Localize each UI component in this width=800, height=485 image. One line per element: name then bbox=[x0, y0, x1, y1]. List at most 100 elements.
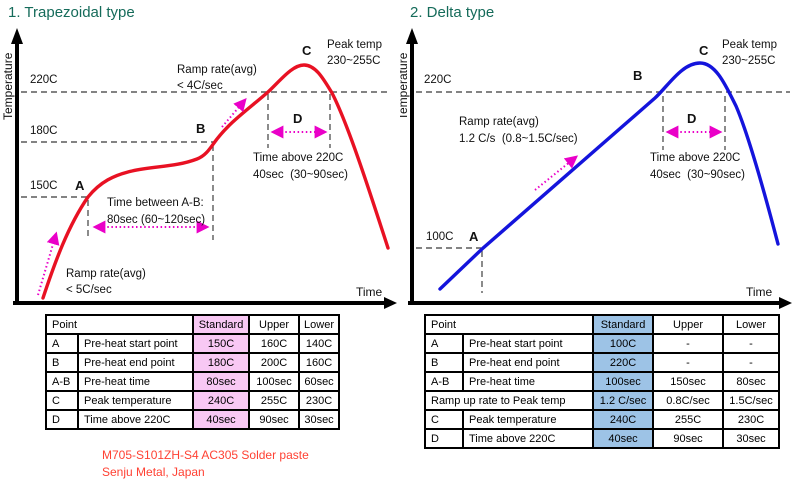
point-b-label: B bbox=[633, 68, 642, 83]
solder-paste-note: M705-S101ZH-S4 AC305 Solder paste Senju … bbox=[102, 447, 309, 481]
row-standard: 80sec bbox=[192, 371, 251, 392]
y-axis-arrow-icon bbox=[406, 28, 418, 44]
col-header-point: Point bbox=[423, 314, 595, 335]
point-d-label: D bbox=[687, 111, 696, 126]
row-standard: 220C bbox=[592, 352, 655, 373]
peak-temp-annotation: Peak temp bbox=[722, 39, 777, 51]
row-label: Time above 220C bbox=[461, 428, 595, 449]
ramp-mid-annotation: Ramp rate(avg) bbox=[177, 64, 257, 76]
row-lower: 160C bbox=[298, 352, 341, 373]
row-lower: 80sec bbox=[722, 371, 781, 392]
row-key: A bbox=[424, 333, 464, 354]
row-label: Pre-heat end point bbox=[461, 352, 595, 373]
row-label: Pre-heat time bbox=[461, 371, 595, 392]
row-upper: 90sec bbox=[248, 409, 301, 430]
row-key: C bbox=[45, 390, 79, 411]
row-upper: 160C bbox=[248, 333, 301, 354]
row-label: Pre-heat end point bbox=[76, 352, 195, 373]
col-header-standard: Standard bbox=[592, 314, 655, 335]
ramp-mid-value: < 4C/sec bbox=[177, 80, 223, 92]
row-key: B bbox=[45, 352, 79, 373]
ramp-start-value: < 5C/sec bbox=[66, 284, 112, 296]
point-b-label: B bbox=[196, 121, 205, 136]
row-key: A-B bbox=[45, 371, 79, 392]
table-row: A-B Pre-heat time 100sec 150sec 80sec bbox=[424, 371, 781, 392]
table-row: B Pre-heat end point 180C 200C 160C bbox=[45, 352, 341, 373]
peak-temp-annotation: Peak temp bbox=[327, 39, 382, 51]
x-axis-arrow-icon bbox=[384, 297, 397, 309]
row-key: C bbox=[424, 409, 464, 430]
tick-100c: 100C bbox=[426, 231, 454, 243]
row-label: Pre-heat time bbox=[76, 371, 195, 392]
x-axis-arrow-icon bbox=[779, 297, 792, 309]
time-above-annotation: Time above 220C bbox=[253, 152, 343, 164]
trapezoidal-spec-table: Point Standard Upper Lower A Pre-heat st… bbox=[44, 314, 341, 430]
row-standard: 180C bbox=[192, 352, 251, 373]
point-c-label: C bbox=[699, 43, 709, 58]
row-standard: 150C bbox=[192, 333, 251, 354]
delta-chart-canvas: Temperature Time 220C 100C A B C D Peak … bbox=[400, 28, 792, 309]
row-standard: 40sec bbox=[592, 428, 655, 449]
row-lower: 30sec bbox=[722, 428, 781, 449]
delta-spec-table: Point Standard Upper Lower A Pre-heat st… bbox=[423, 314, 781, 449]
point-a-label: A bbox=[75, 178, 85, 193]
chart-2-title: 2. Delta type bbox=[410, 4, 495, 21]
trapezoidal-chart-canvas: Temperature Time 220C 180C 150C A B C D … bbox=[1, 28, 397, 309]
table-row: C Peak temperature 240C 255C 230C bbox=[45, 390, 341, 411]
peak-temp-value: 230~255C bbox=[327, 55, 380, 67]
delta-profile-curve bbox=[438, 61, 780, 291]
row-key: D bbox=[45, 409, 79, 430]
between-ab-annotation: Time between A-B: bbox=[107, 197, 204, 209]
row-upper: 200C bbox=[248, 352, 301, 373]
between-ab-value: 80sec (60~120sec) bbox=[107, 214, 205, 226]
table-row: D Time above 220C 40sec 90sec 30sec bbox=[424, 428, 781, 449]
point-d-label: D bbox=[293, 111, 302, 126]
time-above-value: 40sec (30~90sec) bbox=[253, 169, 348, 181]
x-axis-label: Time bbox=[356, 285, 383, 299]
col-header-lower: Lower bbox=[298, 314, 341, 335]
row-upper: 255C bbox=[652, 409, 725, 430]
row-lower: - bbox=[722, 333, 781, 354]
table-header-row: Point Standard Upper Lower bbox=[423, 314, 781, 335]
row-upper: 100sec bbox=[248, 371, 301, 392]
table-row: D Time above 220C 40sec 90sec 30sec bbox=[45, 409, 341, 430]
col-header-lower: Lower bbox=[722, 314, 781, 335]
ramp-arrow-icon bbox=[534, 155, 579, 191]
row-key: A-B bbox=[424, 371, 464, 392]
ramp-value: 1.2 C/s (0.8~1.5C/sec) bbox=[459, 133, 578, 145]
ramp-start-annotation: Ramp rate(avg) bbox=[66, 268, 146, 280]
table-row: A Pre-heat start point 150C 160C 140C bbox=[45, 333, 341, 354]
y-axis-label: Temperature bbox=[400, 52, 410, 120]
row-label: Pre-heat start point bbox=[76, 333, 195, 354]
row-lower: 230C bbox=[298, 390, 341, 411]
trapezoidal-profile-curve bbox=[41, 63, 390, 300]
point-a-label: A bbox=[469, 229, 479, 244]
row-label: Peak temperature bbox=[461, 409, 595, 430]
table-row: C Peak temperature 240C 255C 230C bbox=[424, 409, 781, 430]
table-row: B Pre-heat end point 220C - - bbox=[424, 352, 781, 373]
table-row: A Pre-heat start point 100C - - bbox=[424, 333, 781, 354]
y-axis-label: Temperature bbox=[1, 52, 15, 120]
table-row: A-B Pre-heat time 80sec 100sec 60sec bbox=[45, 371, 341, 392]
col-header-upper: Upper bbox=[248, 314, 301, 335]
row-upper: 150sec bbox=[652, 371, 725, 392]
table-row-ramp-rate: Ramp up rate to Peak temp 1.2 C/sec 0.8C… bbox=[423, 390, 781, 411]
x-axis-label: Time bbox=[746, 285, 773, 299]
axes bbox=[406, 28, 792, 309]
row-upper: 90sec bbox=[652, 428, 725, 449]
row-lower: - bbox=[722, 352, 781, 373]
col-header-upper: Upper bbox=[652, 314, 725, 335]
peak-temp-value: 230~255C bbox=[722, 55, 775, 67]
row-lower: 60sec bbox=[298, 371, 341, 392]
row-lower: 30sec bbox=[298, 409, 341, 430]
row-key: A bbox=[45, 333, 79, 354]
ramp-annotation: Ramp rate(avg) bbox=[459, 116, 539, 128]
tick-220c: 220C bbox=[30, 74, 58, 86]
row-key: B bbox=[424, 352, 464, 373]
tick-150c: 150C bbox=[30, 180, 58, 192]
solder-paste-maker: Senju Metal, Japan bbox=[102, 465, 205, 479]
row-label: Ramp up rate to Peak temp bbox=[423, 390, 595, 411]
row-key: D bbox=[424, 428, 464, 449]
tick-220c: 220C bbox=[424, 74, 452, 86]
row-lower: 1.5C/sec bbox=[722, 390, 781, 411]
